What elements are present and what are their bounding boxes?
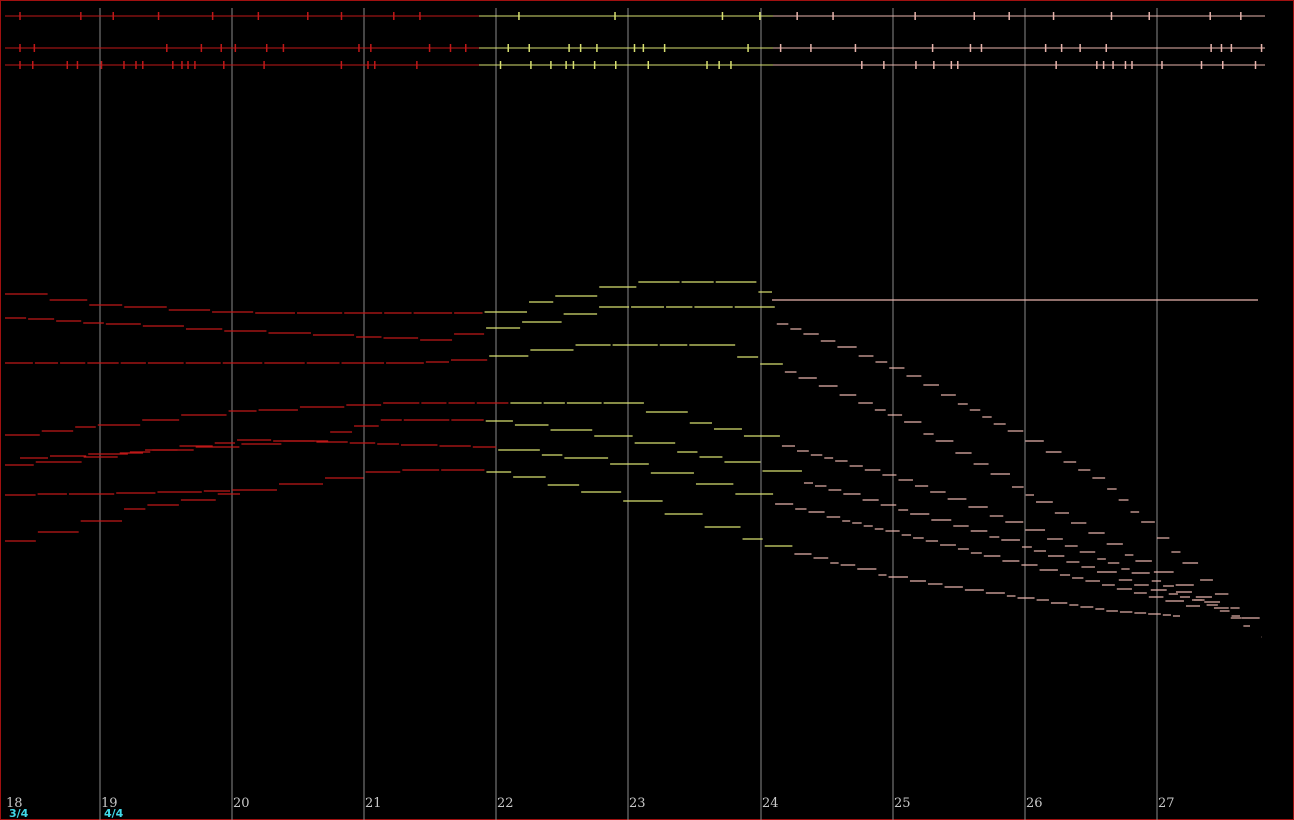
- time-signature: 3/4: [9, 807, 29, 820]
- time-signature: 4/4: [104, 807, 124, 820]
- measure-number: 18: [6, 796, 23, 811]
- measure-number: 22: [497, 796, 514, 811]
- measure-number: 20: [233, 796, 250, 811]
- measure-number: 25: [894, 796, 911, 811]
- measure-number: 23: [629, 796, 646, 811]
- measure-number: 21: [365, 796, 382, 811]
- measure-number: 26: [1026, 796, 1043, 811]
- measure-labels: 183/4 194/4 20 21 22 23 24 25 26 27: [6, 796, 1175, 820]
- measure-number: 19: [101, 796, 118, 811]
- bar-lines: [99, 8, 1158, 820]
- measure-number: 27: [1158, 796, 1175, 811]
- measure-number: 24: [762, 796, 779, 811]
- notes: [5, 12, 1265, 638]
